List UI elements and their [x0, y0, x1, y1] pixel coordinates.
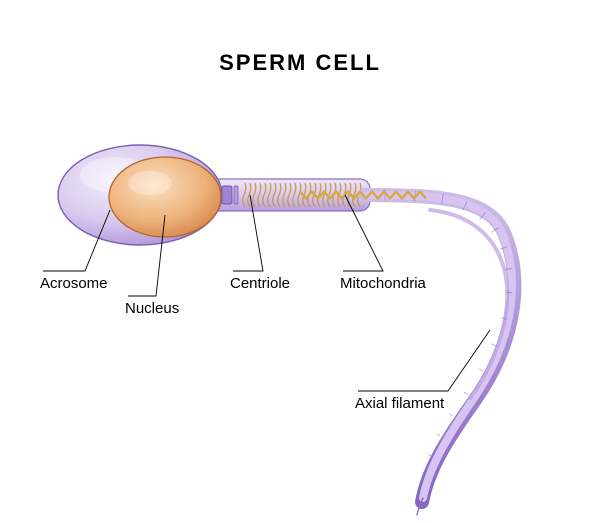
label-acrosome: Acrosome [40, 275, 108, 292]
nucleus [109, 157, 221, 237]
label-mitochondria: Mitochondria [340, 275, 426, 292]
label-nucleus: Nucleus [125, 300, 179, 317]
sperm-cell-illustration [0, 0, 600, 523]
label-axial-filament: Axial filament [355, 395, 444, 412]
label-centriole: Centriole [230, 275, 290, 292]
axial-filament [365, 189, 514, 515]
diagram-stage: SPERM CELL [0, 0, 600, 523]
centriole [222, 186, 238, 204]
